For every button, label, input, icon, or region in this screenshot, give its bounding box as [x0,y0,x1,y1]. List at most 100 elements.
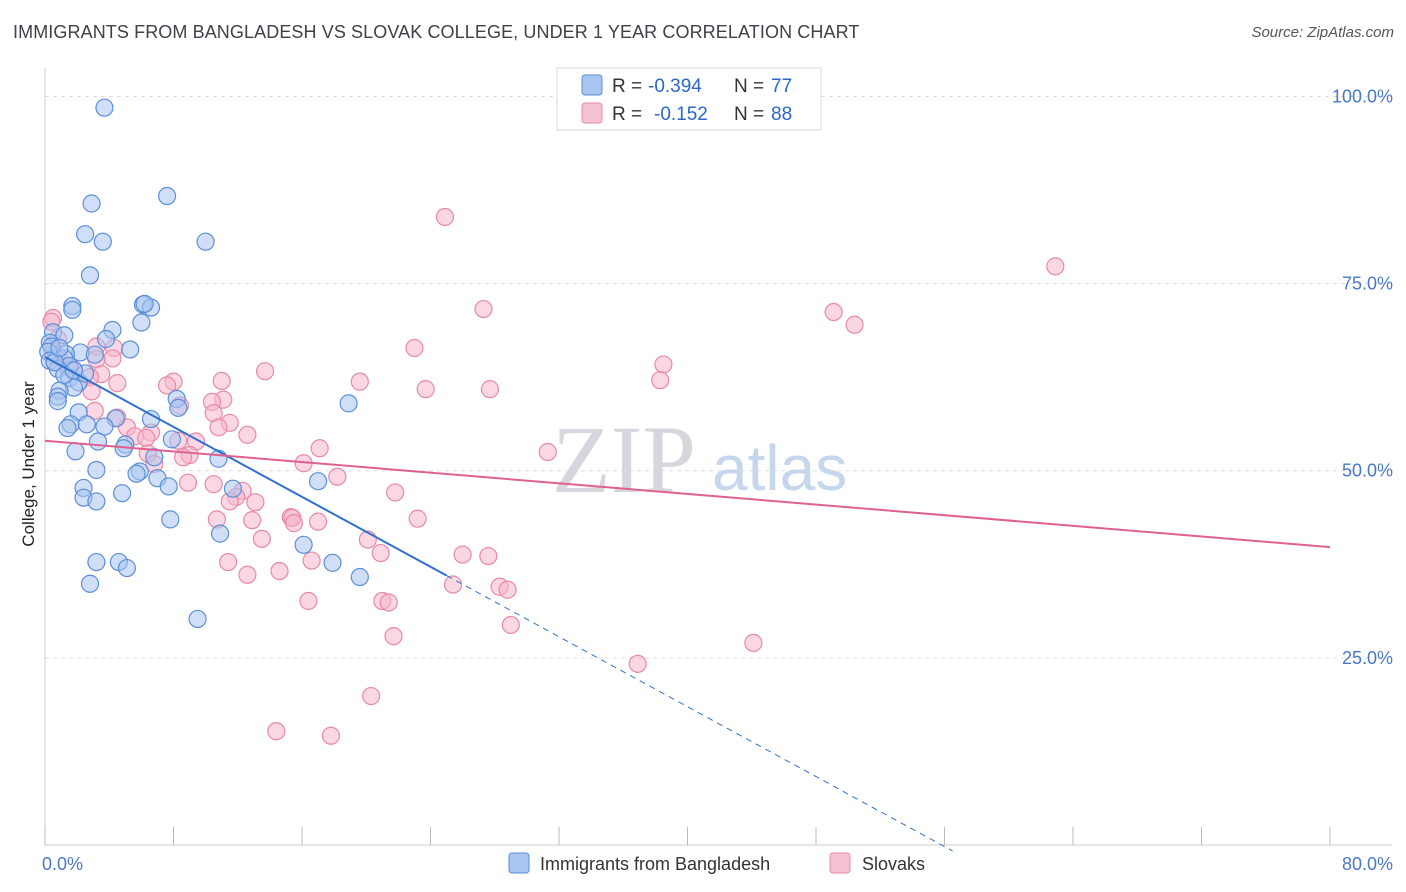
bangladesh-point-5 [93,232,112,251]
slovaks-point-86 [628,654,647,673]
bangladesh-point-52 [127,464,146,483]
bangladesh-point-75 [135,294,154,313]
slovaks-point-47 [538,442,557,462]
slovaks-point-89 [321,726,341,745]
bangladesh-point-0 [95,98,114,117]
slovaks-point-67 [408,509,427,528]
legend-r-value-2: -0.152 [654,104,708,125]
legend-n-label-1: N = [734,76,764,97]
slovaks-point-60 [246,493,265,512]
slovaks-point-29 [480,380,500,399]
watermark-atlas: atlas [712,432,847,504]
slovaks-point-19 [255,362,275,381]
slovaks-point-0 [1046,257,1065,276]
slovaks-point-84 [384,627,403,646]
bangladesh-point-67 [323,553,342,572]
bangladesh-point-33 [48,392,67,411]
slovaks-point-79 [498,580,517,599]
bangladesh-point-63 [294,535,313,554]
series-legend-swatch-pink [829,852,851,874]
slovaks-point-87 [361,686,381,706]
bangladesh-point-38 [141,409,161,429]
slovaks-point-26 [212,371,231,391]
bangladesh-point-48 [145,448,164,467]
bangladesh-point-50 [87,460,106,480]
slovaks-point-41 [238,425,257,444]
correlation-legend: R = -0.394 N = 77 R = -0.152 N = 88 [556,67,822,131]
slovaks-point-27 [157,376,177,395]
slovaks-point-64 [284,514,304,533]
slovaks-point-82 [379,593,398,612]
series-legend-label-pink: Slovaks [862,854,925,874]
slovaks-point-76 [238,565,257,584]
slovaks-point-28 [416,380,435,399]
bangladesh-point-49 [209,449,228,468]
source-credit: Source: ZipAtlas.com [1251,24,1394,41]
bangladesh-point-42 [58,418,77,438]
y-tick-label-1: 50.0% [1342,461,1393,481]
slovaks-point-75 [270,561,289,581]
slovaks-point-46 [310,439,329,458]
chart-title: IMMIGRANTS FROM BANGLADESH VS SLOVAK COL… [13,22,860,42]
bangladesh-point-15 [96,329,116,349]
legend-swatch-pink [581,102,603,124]
legend-r-label-1: R = [612,76,642,97]
slovaks-point-38 [209,418,228,437]
bangladesh-point-44 [88,432,108,451]
slovaks-point-80 [299,591,318,611]
bangladesh-trend-extension [446,575,953,852]
legend-n-value-2: 88 [771,104,792,125]
bangladesh-point-43 [162,430,181,449]
y-axis-label: College, Under 1 year [19,381,38,547]
x-tick-label-1: 80.0% [1342,854,1393,874]
x-tick-labels: 0.0% 80.0% [42,854,1393,874]
slovaks-point-10 [405,338,424,358]
bangladesh-point-35 [169,398,188,417]
trend-lines [44,356,1331,852]
legend-n-label-2: N = [734,104,764,125]
bangladesh-point-61 [161,510,180,529]
bangladesh-point-41 [95,417,114,436]
series-legend: Immigrants from Bangladesh Slovaks [508,852,925,874]
bangladesh-point-55 [159,477,178,496]
slovaks-point-23 [350,372,369,391]
slovaks-point-85 [744,633,763,652]
slovaks-point-70 [371,543,390,563]
bangladesh-point-68 [350,567,369,587]
bangladesh-points [39,98,369,629]
bangladesh-point-2 [82,194,101,213]
bangladesh-point-64 [87,552,106,572]
slovaks-point-77 [443,575,463,594]
slovaks-point-3 [824,302,843,322]
slovaks-point-63 [308,512,328,531]
slovaks-point-88 [267,722,286,741]
legend-r-value-1: -0.394 [648,76,702,97]
slovaks-trend-line [44,439,1331,549]
grid-lines [45,95,1392,659]
y-tick-label-0: 25.0% [1342,648,1393,668]
slovaks-point-71 [453,545,472,564]
series-legend-label-blue: Immigrants from Bangladesh [540,854,770,874]
bangladesh-point-54 [308,472,328,491]
bangladesh-point-58 [112,484,132,503]
y-tick-labels: 25.0% 50.0% 75.0% 100.0% [1332,86,1393,667]
y-tick-label-2: 75.0% [1342,274,1393,294]
bangladesh-point-23 [85,345,104,364]
bangladesh-point-6 [80,266,100,285]
slovaks-point-72 [479,546,498,566]
slovaks-point-66 [243,511,262,530]
slovaks-point-16 [654,355,673,374]
bangladesh-point-3 [196,232,215,251]
bangladesh-point-74 [50,338,69,358]
bangladesh-point-11 [132,313,151,332]
bangladesh-point-4 [76,225,95,244]
bangladesh-point-10 [63,300,82,319]
bangladesh-point-57 [223,479,243,498]
bangladesh-point-62 [210,524,230,543]
bangladesh-point-47 [66,442,85,461]
slovaks-point-55 [204,475,223,494]
legend-r-label-2: R = [612,104,642,125]
slovaks-point-4 [845,315,864,334]
slovaks-point-54 [178,473,198,492]
